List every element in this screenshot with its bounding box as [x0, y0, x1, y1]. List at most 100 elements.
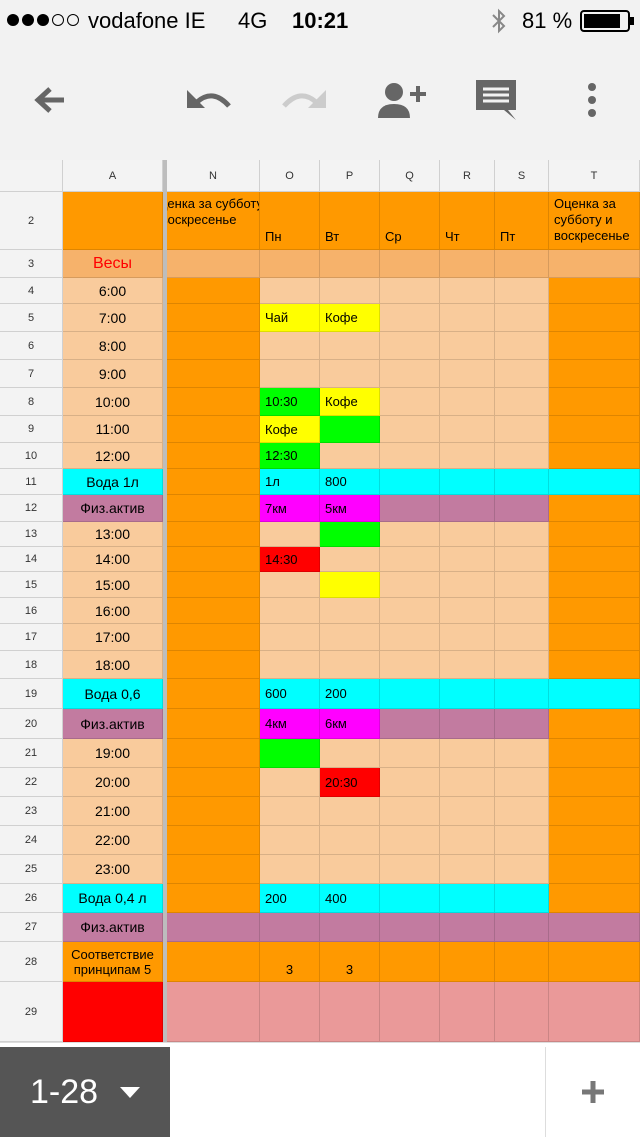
cell-text: Физ.актив [80, 715, 145, 732]
cell-a: Вода 0,4 л [63, 884, 163, 913]
cell-r [440, 547, 495, 572]
cell-q [380, 768, 440, 797]
cell-t [549, 522, 640, 547]
cell-q [380, 982, 440, 1042]
cell-p: Кофе [320, 304, 380, 332]
bottom-bar: 1-28 [0, 1042, 640, 1137]
cell-q [380, 797, 440, 826]
cell-o [260, 982, 320, 1042]
cell-o: Пн [260, 192, 320, 250]
cell-p: 800 [320, 469, 380, 495]
cell-o: 3 [260, 942, 320, 982]
cell-t [549, 709, 640, 739]
cell-p [320, 651, 380, 679]
cell-n [167, 250, 260, 278]
cell-o [260, 651, 320, 679]
cell-t [549, 679, 640, 709]
cell-a [63, 192, 163, 250]
row-header: 15 [0, 572, 63, 598]
cell-t [549, 768, 640, 797]
cell-a: Физ.актив [63, 913, 163, 942]
cell-text: 10:00 [94, 393, 131, 410]
cell-a: Весы [63, 250, 163, 278]
cell-text: Вт [325, 229, 340, 244]
cell-text: 12:00 [94, 447, 131, 464]
cell-t [549, 651, 640, 679]
cell-s [495, 522, 549, 547]
cell-r [440, 884, 495, 913]
cell-n [167, 855, 260, 884]
comments-button[interactable] [474, 78, 518, 122]
cell-text: 5км [325, 500, 347, 516]
cell-t [549, 884, 640, 913]
cell-text: Пт [500, 229, 516, 244]
cell-t [549, 360, 640, 388]
cell-q [380, 679, 440, 709]
cell-t [549, 304, 640, 332]
cell-text: Вода 1л [86, 473, 139, 490]
cell-text: Оценка за субботу и воскресенье [554, 196, 630, 243]
cell-t [549, 982, 640, 1042]
cell-r [440, 913, 495, 942]
cell-q [380, 739, 440, 768]
cell-a: 20:00 [63, 768, 163, 797]
cell-o [260, 624, 320, 651]
cell-s [495, 598, 549, 624]
more-button[interactable] [584, 82, 600, 122]
cell-s [495, 572, 549, 598]
cell-p [320, 913, 380, 942]
cell-s [495, 304, 549, 332]
cell-a: 8:00 [63, 332, 163, 360]
cell-p [320, 443, 380, 469]
cell-s [495, 332, 549, 360]
cell-text: 22:00 [94, 832, 131, 848]
cell-q [380, 304, 440, 332]
cell-p [320, 416, 380, 443]
redo-button[interactable] [280, 80, 330, 120]
cell-s [495, 982, 549, 1042]
cell-s [495, 547, 549, 572]
undo-button[interactable] [183, 80, 233, 120]
cell-text: Чай [265, 310, 289, 325]
cell-n [167, 709, 260, 739]
cell-n [167, 278, 260, 304]
cell-text: 3 [345, 962, 354, 977]
cell-q [380, 709, 440, 739]
column-header: A [63, 160, 163, 192]
column-header: R [440, 160, 495, 192]
cell-t [549, 443, 640, 469]
cell-text: 3 [285, 962, 294, 977]
cell-text: 600 [265, 686, 287, 701]
back-button[interactable] [30, 80, 74, 120]
cell-s [495, 278, 549, 304]
cell-q [380, 388, 440, 416]
cell-r [440, 522, 495, 547]
cell-text: Кофе [265, 421, 298, 437]
share-button[interactable] [376, 78, 428, 122]
cell-q [380, 572, 440, 598]
cell-s: Пт [495, 192, 549, 250]
cell-a: 15:00 [63, 572, 163, 598]
row-header: 7 [0, 360, 63, 388]
cell-n [167, 443, 260, 469]
cell-t [549, 332, 640, 360]
cell-t [549, 250, 640, 278]
cell-a: Вода 0,6 [63, 679, 163, 709]
cell-o: Кофе [260, 416, 320, 443]
cell-t [549, 469, 640, 495]
cell-text: 7:00 [98, 309, 127, 326]
dropdown-arrow [120, 1087, 140, 1098]
sheet-tab[interactable]: 1-28 [0, 1047, 170, 1137]
cell-t [549, 942, 640, 982]
cell-n [167, 547, 260, 572]
add-sheet-button[interactable] [580, 1079, 606, 1105]
cell-a: 11:00 [63, 416, 163, 443]
row-header: 16 [0, 598, 63, 624]
cell-q [380, 942, 440, 982]
cell-p: 20:30 [320, 768, 380, 797]
cell-q [380, 278, 440, 304]
cell-a: Соответствие принципам 5 [63, 942, 163, 982]
cell-t [549, 572, 640, 598]
cell-text: Кофе [325, 310, 358, 325]
row-header: 27 [0, 913, 63, 942]
